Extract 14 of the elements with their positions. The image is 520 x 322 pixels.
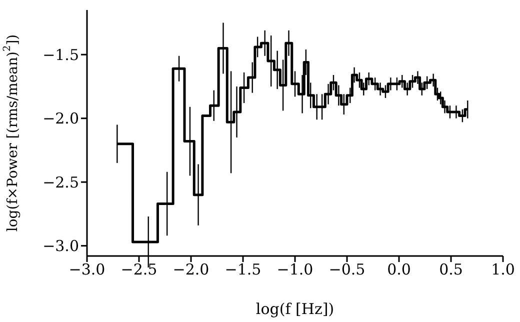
x-tick-label: −2.5	[120, 260, 158, 279]
y-tick-label: −2.5	[42, 173, 79, 192]
y-tick-label: −2.0	[42, 110, 79, 128]
x-tick-label: 0.0	[387, 260, 411, 279]
x-tick-label: 0.5	[439, 260, 463, 279]
x-tick-label: 1.0	[491, 260, 515, 279]
x-axis-title: log(f [Hz])	[256, 300, 334, 318]
y-tick-label: −1.5	[42, 46, 79, 64]
x-tick-label: −2.0	[172, 260, 210, 279]
y-tick-label: −3.0	[42, 237, 79, 256]
x-tick-label: −1.5	[224, 260, 262, 279]
x-tick-label: −3.0	[68, 260, 106, 279]
x-tick-label: −1.0	[276, 260, 314, 279]
x-tick-label: −0.5	[328, 260, 366, 279]
